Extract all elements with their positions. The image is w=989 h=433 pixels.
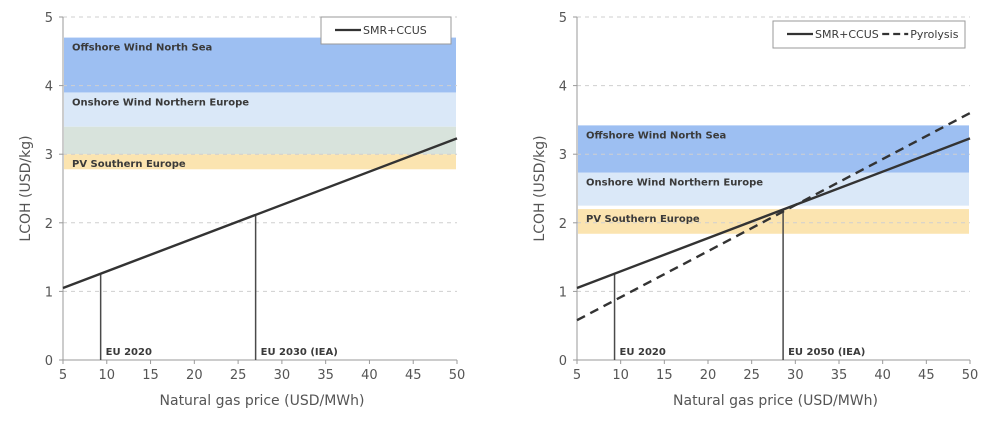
band-rect <box>64 126 456 155</box>
x-tick-label: 5 <box>59 368 67 383</box>
left-chart-panel: Offshore Wind North Sea Onshore Wind Nort… <box>18 11 465 409</box>
y-tick-label: 3 <box>559 148 567 163</box>
x-tick-label: 20 <box>700 368 717 383</box>
band-rect <box>64 37 456 93</box>
y-tick-label: 2 <box>45 217 53 232</box>
marker-label: EU 2050 (IEA) <box>788 347 865 358</box>
band-label: PV Southern Europe <box>72 159 186 170</box>
y-tick-label: 4 <box>45 80 53 95</box>
band-label: Onshore Wind Northern Europe <box>72 97 249 108</box>
band-rect <box>64 154 456 170</box>
band-rect <box>578 172 969 206</box>
x-tick-label: 10 <box>612 368 629 383</box>
y-tick-label: 1 <box>559 285 567 300</box>
x-tick-label: 25 <box>230 368 247 383</box>
x-tick-label: 10 <box>99 368 116 383</box>
y-tick-label: 3 <box>45 148 53 163</box>
y-tick-label: 5 <box>559 11 567 26</box>
x-axis-title: Natural gas price (USD/MWh) <box>673 393 878 409</box>
x-tick-label: 30 <box>274 368 291 383</box>
x-tick-label: 50 <box>449 368 466 383</box>
legend-entry: SMR+CCUS <box>363 24 427 37</box>
marker-label: EU 2020 <box>620 347 666 358</box>
right-chart-panel: Offshore Wind North Sea Onshore Wind Nort… <box>532 11 978 409</box>
band-label: Onshore Wind Northern Europe <box>586 178 763 189</box>
x-tick-label: 30 <box>787 368 804 383</box>
legend-entry: Pyrolysis <box>910 28 959 41</box>
y-axis-title: LCOH (USD/kg) <box>532 135 548 241</box>
band-label: Offshore Wind North Sea <box>586 130 726 141</box>
series-line-smr-ccus <box>576 137 971 290</box>
y-tick-label: 4 <box>559 80 567 95</box>
x-tick-label: 5 <box>573 368 581 383</box>
legend: SMR+CCUS Pyrolysis <box>772 20 966 49</box>
marker-label: EU 2020 <box>106 347 152 358</box>
x-tick-label: 35 <box>317 368 334 383</box>
y-tick-label: 0 <box>559 354 567 369</box>
series-line-smr-ccus <box>62 137 458 290</box>
x-tick-label: 15 <box>656 368 673 383</box>
x-tick-label: 20 <box>186 368 203 383</box>
y-tick-label: 2 <box>559 217 567 232</box>
x-tick-label: 15 <box>142 368 159 383</box>
x-tick-label: 45 <box>918 368 935 383</box>
y-tick-label: 1 <box>45 285 53 300</box>
band-rect <box>64 92 456 127</box>
x-tick-label: 40 <box>874 368 891 383</box>
y-tick-label: 0 <box>45 354 53 369</box>
x-tick-label: 45 <box>405 368 422 383</box>
x-tick-label: 35 <box>831 368 848 383</box>
x-tick-label: 40 <box>361 368 378 383</box>
legend: SMR+CCUS <box>320 16 452 45</box>
y-tick-label: 5 <box>45 11 53 26</box>
marker-label: EU 2030 (IEA) <box>261 347 338 358</box>
x-tick-label: 50 <box>962 368 979 383</box>
band-label: PV Southern Europe <box>586 214 700 225</box>
band-label: Offshore Wind North Sea <box>72 43 212 54</box>
legend-entry: SMR+CCUS <box>815 28 879 41</box>
x-tick-label: 25 <box>743 368 760 383</box>
y-axis-title: LCOH (USD/kg) <box>18 135 34 241</box>
x-axis-title: Natural gas price (USD/MWh) <box>160 393 365 409</box>
